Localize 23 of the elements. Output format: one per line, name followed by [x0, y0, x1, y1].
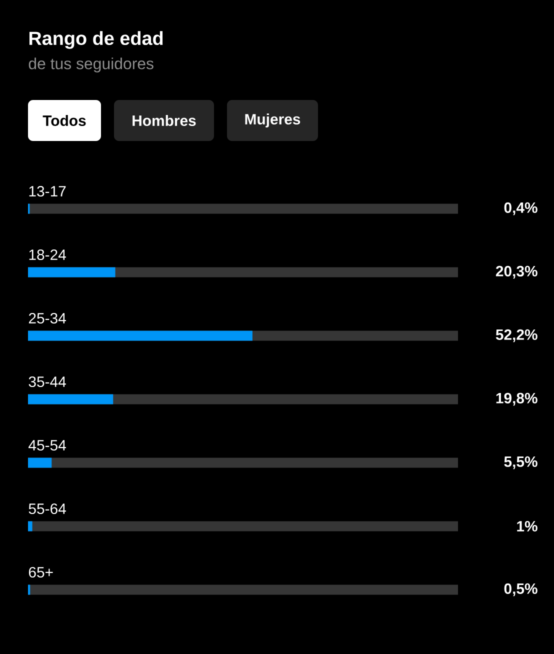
bar [28, 267, 116, 278]
y-tick-label: 25-34 [28, 312, 66, 324]
y-tick-label: 35-44 [28, 376, 66, 388]
chart-subtitle: de tus seguidores [28, 58, 154, 72]
bar [28, 394, 114, 404]
y-tick-label: 65+ [28, 566, 53, 578]
y-tick-label: 55-64 [28, 503, 66, 514]
text: Todos [42, 115, 86, 126]
text: Mujeres [245, 114, 300, 128]
bar [28, 458, 52, 468]
data-label: 52,2% [496, 329, 538, 342]
data-label: 0,4% [504, 202, 538, 216]
data-label: 19,8% [496, 392, 538, 406]
text: Hombres [132, 115, 196, 126]
chart-title: Rango de edad [29, 31, 163, 49]
data-label: 20,3% [496, 266, 538, 279]
data-label: 0,5% [504, 583, 538, 596]
data-label: 1% [517, 521, 538, 532]
y-tick-label: 18-24 [29, 249, 66, 260]
data-label: 5,5% [504, 456, 538, 470]
y-tick-label: 13-17 [29, 186, 66, 197]
y-tick-label: 45-54 [28, 440, 66, 451]
bar [28, 521, 32, 532]
